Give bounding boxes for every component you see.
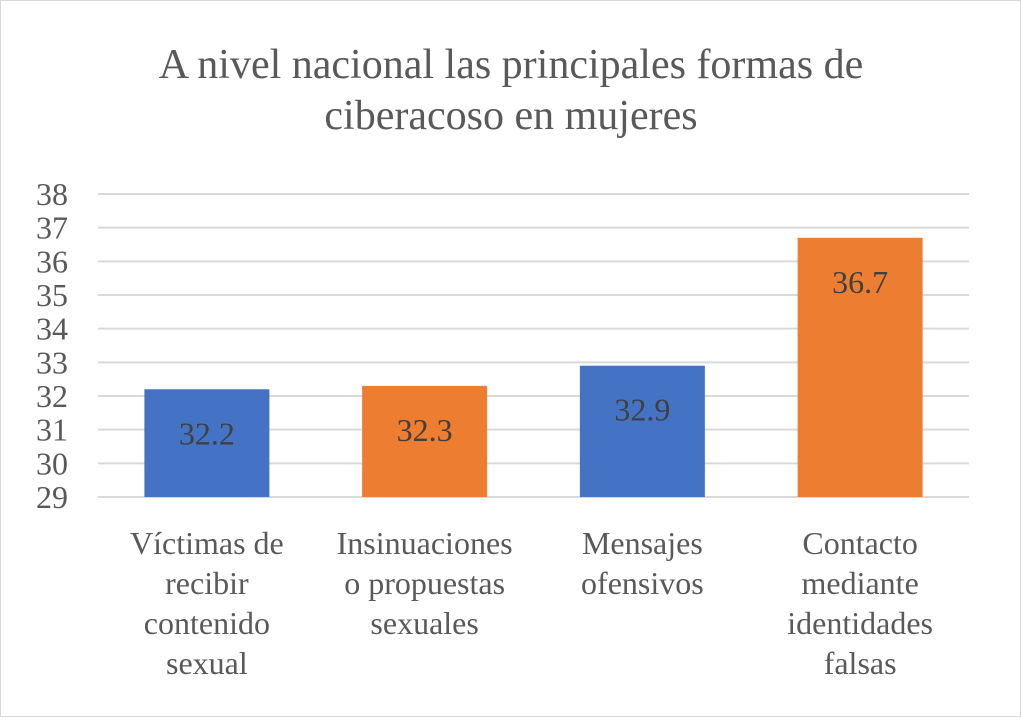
category-label: ofensivos: [581, 565, 704, 601]
bar: [362, 385, 488, 497]
category-label: Víctimas de: [130, 525, 284, 561]
bar: [144, 389, 270, 497]
data-label: 32.2: [179, 415, 235, 451]
category-label: o propuestas: [344, 565, 505, 601]
bar: [579, 365, 705, 497]
y-tick-label: 30: [36, 445, 68, 481]
chart-title-line-1: A nivel nacional las principales formas …: [159, 42, 863, 88]
bar: [797, 237, 923, 497]
y-tick-label: 32: [36, 378, 68, 414]
category-label: contenido: [144, 605, 270, 641]
y-tick-label: 36: [36, 243, 68, 279]
data-label: 32.3: [397, 412, 453, 448]
category-label: mediante: [801, 565, 918, 601]
y-tick-label: 29: [36, 479, 68, 515]
category-label: Contacto: [802, 525, 918, 561]
category-label: sexuales: [370, 605, 478, 641]
data-label: 32.9: [614, 392, 670, 428]
y-tick-label: 35: [36, 277, 68, 313]
data-label: 36.7: [832, 264, 888, 300]
chart-title-line-2: ciberacoso en mujeres: [324, 93, 697, 139]
category-label: recibir: [165, 565, 249, 601]
category-labels: Víctimas de recibir contenido sexual Insinua…: [130, 525, 933, 681]
category-label: identidades: [787, 605, 933, 641]
category-label: Insinuaciones: [337, 525, 513, 561]
y-tick-label: 38: [36, 176, 68, 212]
category-label: Mensajes: [582, 525, 703, 561]
y-tick-label: 37: [36, 210, 68, 246]
y-tick-label: 33: [36, 344, 68, 380]
y-tick-label: 31: [36, 412, 68, 448]
bars: [144, 237, 923, 497]
y-tick-label: 34: [36, 311, 68, 347]
category-label: sexual: [166, 645, 248, 681]
category-label: falsas: [824, 645, 897, 681]
data-labels: 32.2 32.3 32.9 36.7: [179, 264, 888, 452]
